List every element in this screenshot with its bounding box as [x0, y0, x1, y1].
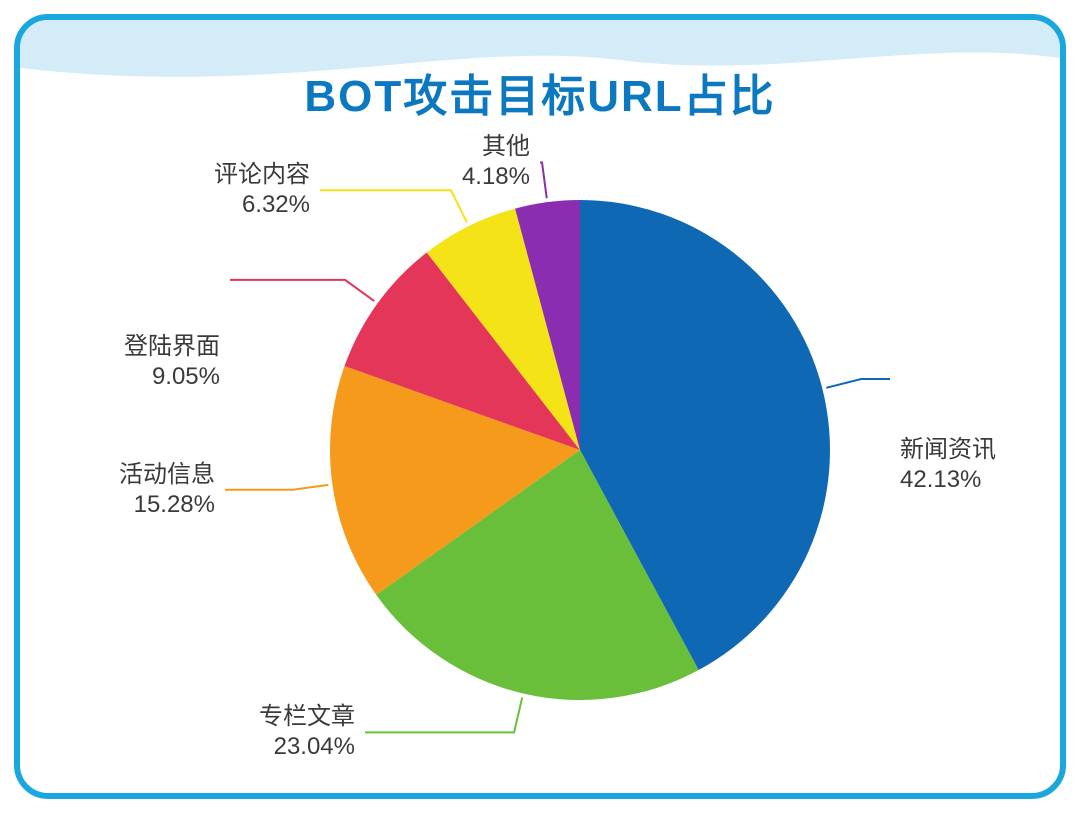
leader-line: [365, 697, 522, 732]
leader-line: [225, 485, 328, 490]
slice-label-name: 评论内容: [214, 160, 310, 190]
pie-chart: 新闻资讯42.13% 专栏文章23.04% 活动信息15.28% 登陆界面9.05% 评…: [20, 20, 1060, 793]
leader-line: [230, 280, 374, 301]
leader-line: [826, 379, 890, 388]
slice-label-name: 登陆界面: [124, 332, 220, 362]
slice-label-percent: 42.13%: [900, 465, 996, 495]
leader-line: [320, 190, 467, 222]
slice-label-percent: 23.04%: [259, 732, 355, 762]
slice-label-percent: 9.05%: [124, 362, 220, 392]
slice-label-name: 活动信息: [119, 460, 215, 490]
slice-label: 专栏文章23.04%: [259, 702, 355, 762]
slice-label-name: 新闻资讯: [900, 435, 996, 465]
slice-label-name: 其他: [462, 132, 530, 162]
slice-label: 新闻资讯42.13%: [900, 435, 996, 495]
slice-label: 评论内容6.32%: [214, 160, 310, 220]
slice-label: 活动信息15.28%: [119, 460, 215, 520]
slice-label: 登陆界面9.05%: [124, 332, 220, 392]
slice-label-percent: 6.32%: [214, 190, 310, 220]
pie-svg: [20, 20, 1060, 793]
slice-label-percent: 4.18%: [462, 162, 530, 192]
slice-label-percent: 15.28%: [119, 490, 215, 520]
chart-frame: BOT攻击目标URL占比 新闻资讯42.13%专栏文章23.04%活动信息15.…: [14, 14, 1066, 799]
slice-label-name: 专栏文章: [259, 702, 355, 732]
slice-label: 其他4.18%: [462, 132, 530, 192]
leader-line: [540, 162, 547, 198]
